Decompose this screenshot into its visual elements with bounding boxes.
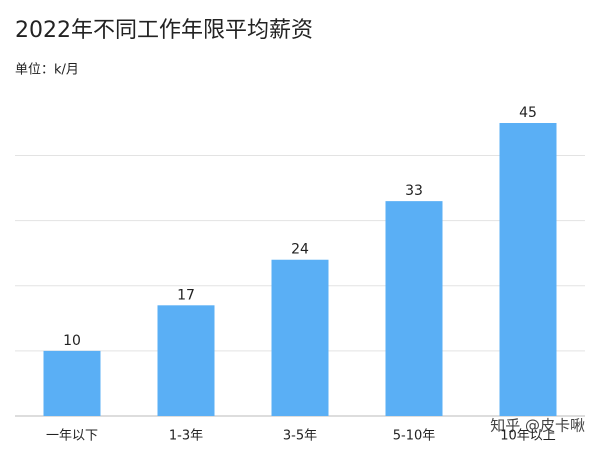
x-tick-label: 10年以上 bbox=[500, 429, 556, 444]
data-label: 33 bbox=[405, 183, 423, 199]
data-label: 17 bbox=[177, 287, 195, 303]
data-label: 24 bbox=[291, 242, 309, 258]
bar bbox=[43, 350, 101, 416]
watermark: 知乎 @皮卡啾 bbox=[490, 417, 585, 435]
x-tick-label: 5-10年 bbox=[393, 429, 436, 444]
chart-subtitle: 单位：k/月 bbox=[15, 63, 79, 78]
bar bbox=[385, 201, 443, 416]
data-label: 10 bbox=[63, 333, 81, 349]
x-tick-label: 一年以下 bbox=[46, 429, 98, 444]
bar bbox=[157, 305, 215, 416]
bar bbox=[499, 123, 557, 416]
chart-title: 2022年不同工作年限平均薪资 bbox=[15, 18, 313, 43]
x-tick-label: 3-5年 bbox=[283, 429, 317, 444]
data-label: 45 bbox=[519, 105, 537, 121]
bar bbox=[271, 259, 329, 416]
x-tick-label: 1-3年 bbox=[169, 429, 203, 444]
